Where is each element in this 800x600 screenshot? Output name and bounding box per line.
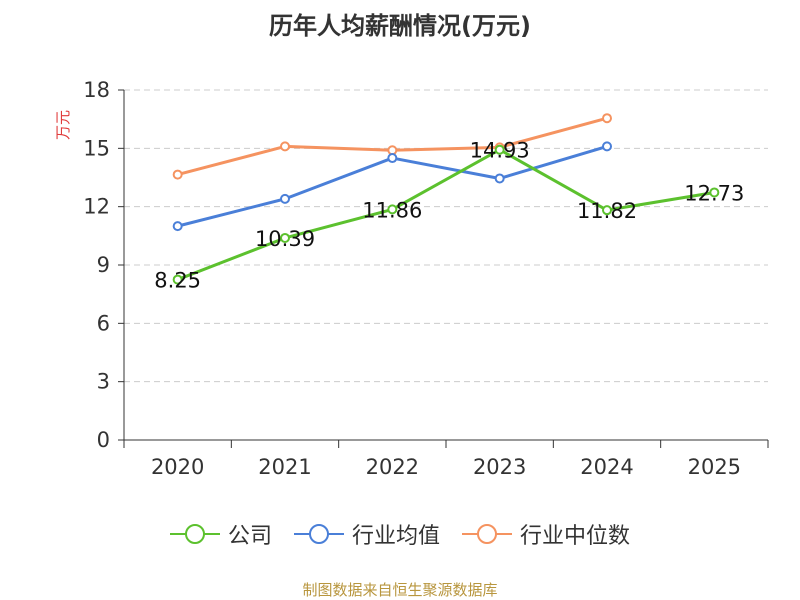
- series-point-1: [602, 141, 612, 152]
- series-point-0: [709, 187, 720, 198]
- series-point-1: [494, 173, 505, 184]
- legend-item-company[interactable]: 公司: [169, 518, 272, 550]
- series-point-2: [602, 113, 612, 124]
- chart-title: 历年人均薪酬情况(万元): [269, 12, 531, 40]
- x-tick-label: 2021: [258, 455, 311, 479]
- series-point-0: [387, 204, 398, 215]
- data-label: 10.39: [255, 227, 315, 251]
- series-point-0: [494, 144, 505, 155]
- data-label: 14.93: [470, 139, 530, 163]
- data-label: 12.73: [684, 181, 744, 205]
- legend-marker-industry-median: [462, 524, 512, 544]
- line-chart: 0 3 6 9 12 15 18 2020 2021 2022 2023 2024 2025 万元 8.25…: [54, 78, 769, 479]
- x-tick-label: 2023: [473, 455, 526, 479]
- legend-item-industry-median[interactable]: 行业中位数: [462, 518, 630, 550]
- series-point-0: [602, 205, 612, 216]
- y-tick-label: 0: [97, 428, 110, 452]
- data-label: 11.82: [577, 199, 637, 223]
- y-tick-label: 15: [83, 136, 110, 160]
- legend-label-company: 公司: [227, 524, 272, 549]
- legend-marker-company: [169, 524, 220, 544]
- series-point-2: [172, 169, 183, 180]
- legend-marker-industry-mean: [293, 524, 344, 544]
- series-point-1: [280, 193, 290, 204]
- data-label: 11.86: [362, 198, 422, 222]
- legend-label-industry-mean: 行业均值: [351, 524, 440, 549]
- y-tick-label: 3: [97, 370, 110, 394]
- x-tick-label: 2025: [688, 455, 741, 479]
- y-axis-label: 万元: [54, 110, 72, 140]
- x-tick-label: 2022: [366, 455, 419, 479]
- y-tick-label: 12: [83, 195, 110, 219]
- series-point-2: [280, 141, 290, 152]
- x-tick-label: 2024: [580, 455, 633, 479]
- legend: 公司 行业均值 行业中位数: [0, 518, 800, 550]
- x-tick-label: 2020: [151, 455, 204, 479]
- legend-item-industry-mean[interactable]: 行业均值: [293, 518, 440, 550]
- data-label: 8.25: [154, 269, 201, 293]
- series-point-0: [280, 232, 290, 243]
- y-tick-label: 18: [83, 78, 110, 102]
- y-tick-label: 9: [97, 253, 110, 277]
- series-line-0: [177, 148, 715, 281]
- series-point-1: [172, 221, 183, 232]
- y-tick-label: 6: [97, 311, 110, 335]
- data-source: 制图数据来自恒生聚源数据库: [302, 581, 498, 599]
- series-point-1: [387, 153, 398, 164]
- series-point-0: [172, 274, 183, 285]
- legend-label-industry-median: 行业中位数: [520, 524, 631, 549]
